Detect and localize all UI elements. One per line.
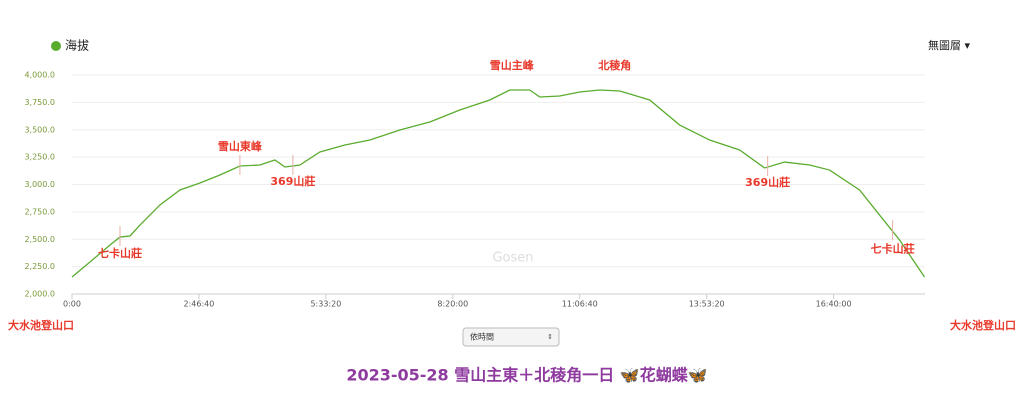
annotation-label: 七卡山莊 [871,241,915,255]
annotation-label: 北稜角 [598,58,631,72]
x-tick-label: 16:40:00 [816,300,852,309]
y-tick-label: 3,750.0 [24,98,55,107]
y-tick-label: 2,000.0 [24,290,55,299]
annotation-label: 369山莊 [745,175,790,189]
start-label: 大水池登山口 [8,318,74,332]
x-tick-label: 0:00 [63,300,81,309]
watermark: Gosen [492,251,533,266]
annotation-label: 雪山東峰 [218,139,263,153]
y-tick-label: 3,250.0 [24,153,55,162]
y-tick-label: 3,000.0 [24,180,55,189]
y-tick-label: 2,250.0 [24,262,55,271]
legend-label[interactable]: 海拔 [65,38,89,53]
annotation-label: 雪山主峰 [490,58,535,72]
annotation-label: 七卡山莊 [98,246,142,260]
footer-title: 2023-05-28 雪山主東＋北稜角一日 🦋花蝴蝶🦋 [346,366,707,385]
elevation-line [71,89,926,278]
x-tick-label: 5:33:20 [310,300,341,309]
select-arrow: ⇕ [547,333,553,341]
layer-menu[interactable]: 無圖層 ▾ [928,38,970,52]
y-tick-label: 4,000.0 [24,71,55,80]
mode-select-label[interactable]: 依時間 [470,332,494,342]
y-tick-label: 2,500.0 [24,235,55,244]
y-tick-label: 2,750.0 [24,207,55,216]
y-tick-label: 3,500.0 [24,125,55,134]
x-tick-label: 8:20:00 [437,300,468,309]
x-tick-label: 11:06:40 [562,300,598,309]
end-label: 大水池登山口 [950,318,1016,332]
legend-marker [51,41,61,51]
mode-select[interactable] [462,327,560,347]
annotation-label: 369山莊 [270,174,315,188]
x-tick-label: 13:53:20 [689,300,725,309]
x-tick-label: 2:46:40 [184,300,215,309]
